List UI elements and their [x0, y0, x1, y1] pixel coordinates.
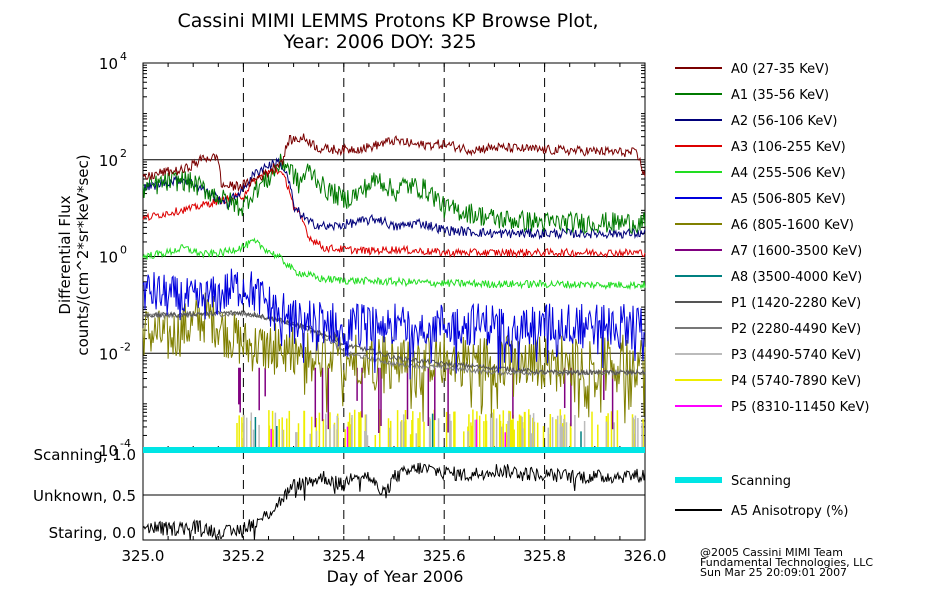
legend-label: P3 (4490-5740 KeV) — [731, 348, 861, 363]
series-line-p1 — [142, 310, 646, 377]
y-tick-label: 10 — [99, 152, 118, 170]
series-line-p4 — [236, 409, 644, 450]
y-axis-label-units: counts/(cm^2*sr*keV*sec) — [74, 154, 92, 355]
legend-label: P4 (5740-7890 KeV) — [731, 374, 861, 389]
legend-label: A0 (27-35 KeV) — [731, 62, 829, 77]
series-line-a7 — [238, 367, 614, 433]
legend-label: P2 (2280-4490 KeV) — [731, 322, 861, 337]
chart-title: Cassini MIMI LEMMS Protons KP Browse Plo… — [177, 10, 598, 32]
series-line-a3 — [142, 167, 646, 259]
series-line-a1 — [142, 153, 646, 235]
legend-label: Scanning — [731, 474, 791, 489]
legend-label: A6 (805-1600 KeV) — [731, 218, 854, 233]
y-tick-exponent: -2 — [120, 340, 131, 353]
x-tick-label: 325.4 — [322, 547, 365, 565]
y-tick-exponent: -4 — [120, 437, 131, 450]
legend-label: A2 (56-106 KeV) — [731, 114, 837, 129]
x-tick-label: 325.8 — [523, 547, 566, 565]
legend-label: A5 (506-805 KeV) — [731, 192, 846, 207]
legend-label: A5 Anisotropy (%) — [731, 504, 848, 519]
legend-label: A3 (106-255 KeV) — [731, 140, 846, 155]
series-line-a0 — [142, 133, 646, 193]
y-axis-label: Differential Flux — [56, 195, 74, 314]
chart-subtitle: Year: 2006 DOY: 325 — [282, 31, 476, 53]
y-tick-label: Scanning, 1.0 — [33, 446, 136, 464]
footer-credit-2: Fundamental Technologies, LLC — [700, 556, 873, 569]
legend-label: A8 (3500-4000 KeV) — [731, 270, 862, 285]
x-tick-label: 325.2 — [222, 547, 265, 565]
x-tick-label: 326.0 — [624, 547, 667, 565]
series-line-p5 — [270, 419, 507, 450]
series-line-a5 — [142, 268, 646, 380]
footer-timestamp: Sun Mar 25 20:09:01 2007 — [700, 566, 847, 579]
legend-label: A4 (255-506 KeV) — [731, 166, 846, 181]
anisotropy-panel: Staring, 0.0 Unknown, 0.5 Scanning, 1.0 325… — [33, 446, 667, 565]
legend-label: A1 (35-56 KeV) — [731, 88, 829, 103]
x-axis-label: Day of Year 2006 — [327, 567, 464, 586]
series-line-a6 — [142, 292, 646, 424]
series-line-p3 — [243, 412, 643, 450]
y-tick-label: Unknown, 0.5 — [33, 487, 136, 505]
legend-label: P1 (1420-2280 KeV) — [731, 296, 861, 311]
series-line-a8 — [254, 413, 582, 450]
footer-credit-1: @2005 Cassini MIMI Team — [700, 546, 843, 559]
y-tick-exponent: 0 — [120, 244, 127, 257]
y-tick-label: 10 — [99, 55, 118, 73]
legend-label: A7 (1600-3500 KeV) — [731, 244, 862, 259]
y-tick-exponent: 2 — [120, 147, 127, 160]
y-tick-label: Staring, 0.0 — [49, 524, 136, 542]
y-tick-label: 10 — [99, 249, 118, 267]
anisotropy-line — [142, 462, 646, 541]
x-tick-label: 325.6 — [423, 547, 466, 565]
x-tick-label: 325.0 — [122, 547, 165, 565]
y-tick-label: 10 — [99, 345, 118, 363]
series-line-a4 — [142, 237, 646, 291]
legend: A0 (27-35 KeV) A1 (35-56 KeV) A2 (56-106 K… — [675, 62, 869, 519]
y-tick-exponent: 4 — [120, 50, 127, 63]
y-tick-label: 10 — [99, 442, 118, 460]
legend-label: P5 (8310-11450 KeV) — [731, 400, 869, 415]
